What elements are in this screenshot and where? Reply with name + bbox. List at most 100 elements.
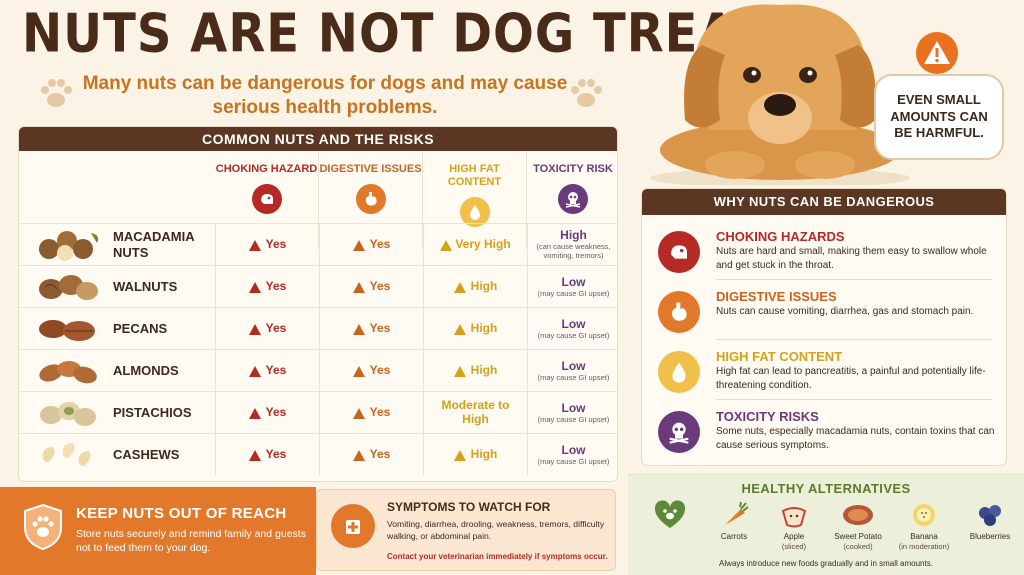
paw-print-icon — [571, 79, 602, 107]
fat-value: Moderate to High — [423, 392, 527, 434]
carrot-icon — [725, 501, 749, 525]
digestive-value: Yes — [319, 266, 423, 308]
symptoms-heading: SYMPTOMS TO WATCH FOR — [387, 500, 551, 514]
fat-value: High — [423, 308, 527, 350]
why-heading: CHOKING HAZARDS — [716, 229, 845, 244]
skull-icon — [558, 184, 588, 215]
why-heading: TOXICITY RISKS — [716, 409, 819, 424]
table-row: CASHEWS Yes Yes High Low (may cause GI up… — [19, 433, 617, 476]
food-item: Apple (sliced) — [764, 501, 824, 551]
column-header-toxicity: TOXICITY RISK — [527, 151, 617, 249]
healthy-alternatives: HEALTHY ALTERNATIVES Carrots Apple (slic… — [628, 474, 1024, 575]
shield-paw-icon — [24, 503, 62, 551]
why-text: Some nuts, especially macadamia nuts, co… — [716, 426, 995, 451]
fat-value: High — [423, 434, 527, 476]
table-title: COMMON NUTS AND THE RISKS — [19, 127, 617, 151]
digestive-value: Yes — [319, 350, 423, 392]
column-header-choking: CHOKING HAZARD — [215, 151, 319, 249]
why-dangerous-panel: WHY NUTS CAN BE DANGEROUS CHOKING HAZARD… — [641, 188, 1007, 466]
apple-icon — [781, 507, 807, 528]
nut-name: MACADAMIA NUTS — [113, 228, 195, 260]
why-text: High fat can lead to pancreatitis, a pai… — [716, 366, 986, 391]
divider — [716, 399, 992, 400]
toxicity-value: High (can cause weakness, vomiting, tremo… — [527, 224, 617, 266]
why-item-toxicity: TOXICITY RISKS Some nuts, especially mac… — [642, 401, 1006, 459]
why-item-fat: HIGH FAT CONTENT High fat can lead to pa… — [642, 341, 1006, 399]
fat-value: High — [423, 350, 527, 392]
fat-drop-icon — [658, 351, 700, 393]
almonds-image — [39, 361, 97, 384]
fat-value: Very High — [423, 224, 527, 266]
food-note: (sliced) — [781, 541, 807, 551]
medical-paw-icon — [331, 504, 375, 548]
healthy-title: HEALTHY ALTERNATIVES — [741, 481, 911, 496]
column-label: DIGESTIVE ISSUES — [319, 163, 422, 175]
why-item-digestive: DIGESTIVE ISSUES Nuts can cause vomiting… — [642, 281, 1006, 339]
toxicity-value: Low (may cause GI upset) — [527, 392, 617, 434]
nut-name: PECANS — [113, 320, 168, 336]
paw-print-icon — [41, 79, 72, 107]
toxicity-value: Low (may cause GI upset) — [527, 434, 617, 476]
food-note: (cooked) — [843, 541, 873, 551]
column-header-digestive: DIGESTIVE ISSUES — [319, 151, 423, 249]
cashews-image — [42, 443, 91, 466]
table-row: PISTACHIOS Yes Yes Moderate to High Low(… — [19, 391, 617, 434]
sweet-potato-icon — [843, 505, 873, 525]
stomach-icon — [658, 291, 700, 333]
food-name: Apple — [783, 532, 805, 541]
food-item: Carrots — [704, 501, 764, 542]
warning-icon — [916, 32, 958, 74]
stomach-icon — [355, 184, 386, 215]
food-name: Blueberries — [969, 532, 1011, 541]
choking-value: Yes — [215, 392, 319, 434]
page-title: NUTS ARE NOT DOG TREATS — [22, 2, 803, 65]
toxicity-value: Low (may cause GI upset) — [527, 308, 617, 350]
nut-name: PISTACHIOS — [113, 404, 192, 420]
why-panel-title: WHY NUTS CAN BE DANGEROUS — [642, 189, 1006, 215]
keep-text: Store nuts securely and remind family an… — [76, 528, 306, 555]
digestive-value: Yes — [319, 434, 423, 476]
choking-value: Yes — [215, 224, 319, 266]
food-name: Carrots — [720, 532, 748, 541]
choking-value: Yes — [215, 266, 319, 308]
column-header-fat: HIGH FAT CONTENT — [423, 151, 527, 249]
food-item: Blueberries — [960, 501, 1020, 542]
pistachios-image — [40, 402, 96, 426]
symptoms-text: Vomiting, diarrhea, drooling, weakness, … — [387, 519, 605, 542]
keep-heading: KEEP NUTS OUT OF REACH — [76, 505, 287, 522]
choking-value: Yes — [215, 350, 319, 392]
walnuts-image — [39, 275, 98, 300]
vet-warning: Contact your veterinarian immediately if… — [387, 552, 608, 561]
nut-name: ALMONDS — [113, 362, 179, 378]
food-name: Sweet Potato — [834, 532, 882, 541]
nuts-risk-table: COMMON NUTS AND THE RISKS CHOKING HAZARD… — [18, 126, 618, 482]
column-label: HIGH FAT CONTENT — [447, 163, 502, 189]
divider — [716, 339, 992, 340]
pecans-image — [39, 320, 95, 341]
food-item: Banana (in moderation) — [890, 501, 958, 551]
fat-drop-icon — [459, 197, 490, 228]
column-label: TOXICITY RISK — [533, 163, 613, 175]
digestive-value: Yes — [319, 308, 423, 350]
choking-value: Yes — [215, 308, 319, 350]
dog-choking-icon — [658, 231, 700, 273]
macadamia-nuts-image — [39, 231, 99, 261]
table-row: WALNUTS Yes Yes High Low (may cause GI up… — [19, 265, 617, 308]
table-row: PECANS Yes Yes High Low (may cause GI ups… — [19, 307, 617, 350]
food-item-heart — [640, 500, 700, 532]
toxicity-value: Low (may cause GI upset) — [527, 350, 617, 392]
dog-choking-icon — [251, 184, 282, 215]
choking-value: Yes — [215, 434, 319, 476]
why-text: Nuts can cause vomiting, diarrhea, gas a… — [716, 306, 974, 317]
table-row: ALMONDS Yes Yes High Low (may cause GI up… — [19, 349, 617, 392]
harm-callout: EVEN SMALL AMOUNTS CAN BE HARMFUL. — [874, 74, 1004, 160]
digestive-value: Yes — [319, 224, 423, 266]
nut-name: CASHEWS — [113, 446, 180, 462]
food-item: Sweet Potato (cooked) — [826, 501, 890, 551]
why-heading: HIGH FAT CONTENT — [716, 349, 843, 364]
heart-paw-icon — [654, 500, 686, 528]
keep-out-of-reach-banner: KEEP NUTS OUT OF REACH Store nuts secure… — [0, 487, 316, 575]
why-text: Nuts are hard and small, making them eas… — [716, 246, 987, 271]
digestive-value: Yes — [319, 392, 423, 434]
page-subtitle: Many nuts can be dangerous for dogs and … — [82, 73, 568, 118]
